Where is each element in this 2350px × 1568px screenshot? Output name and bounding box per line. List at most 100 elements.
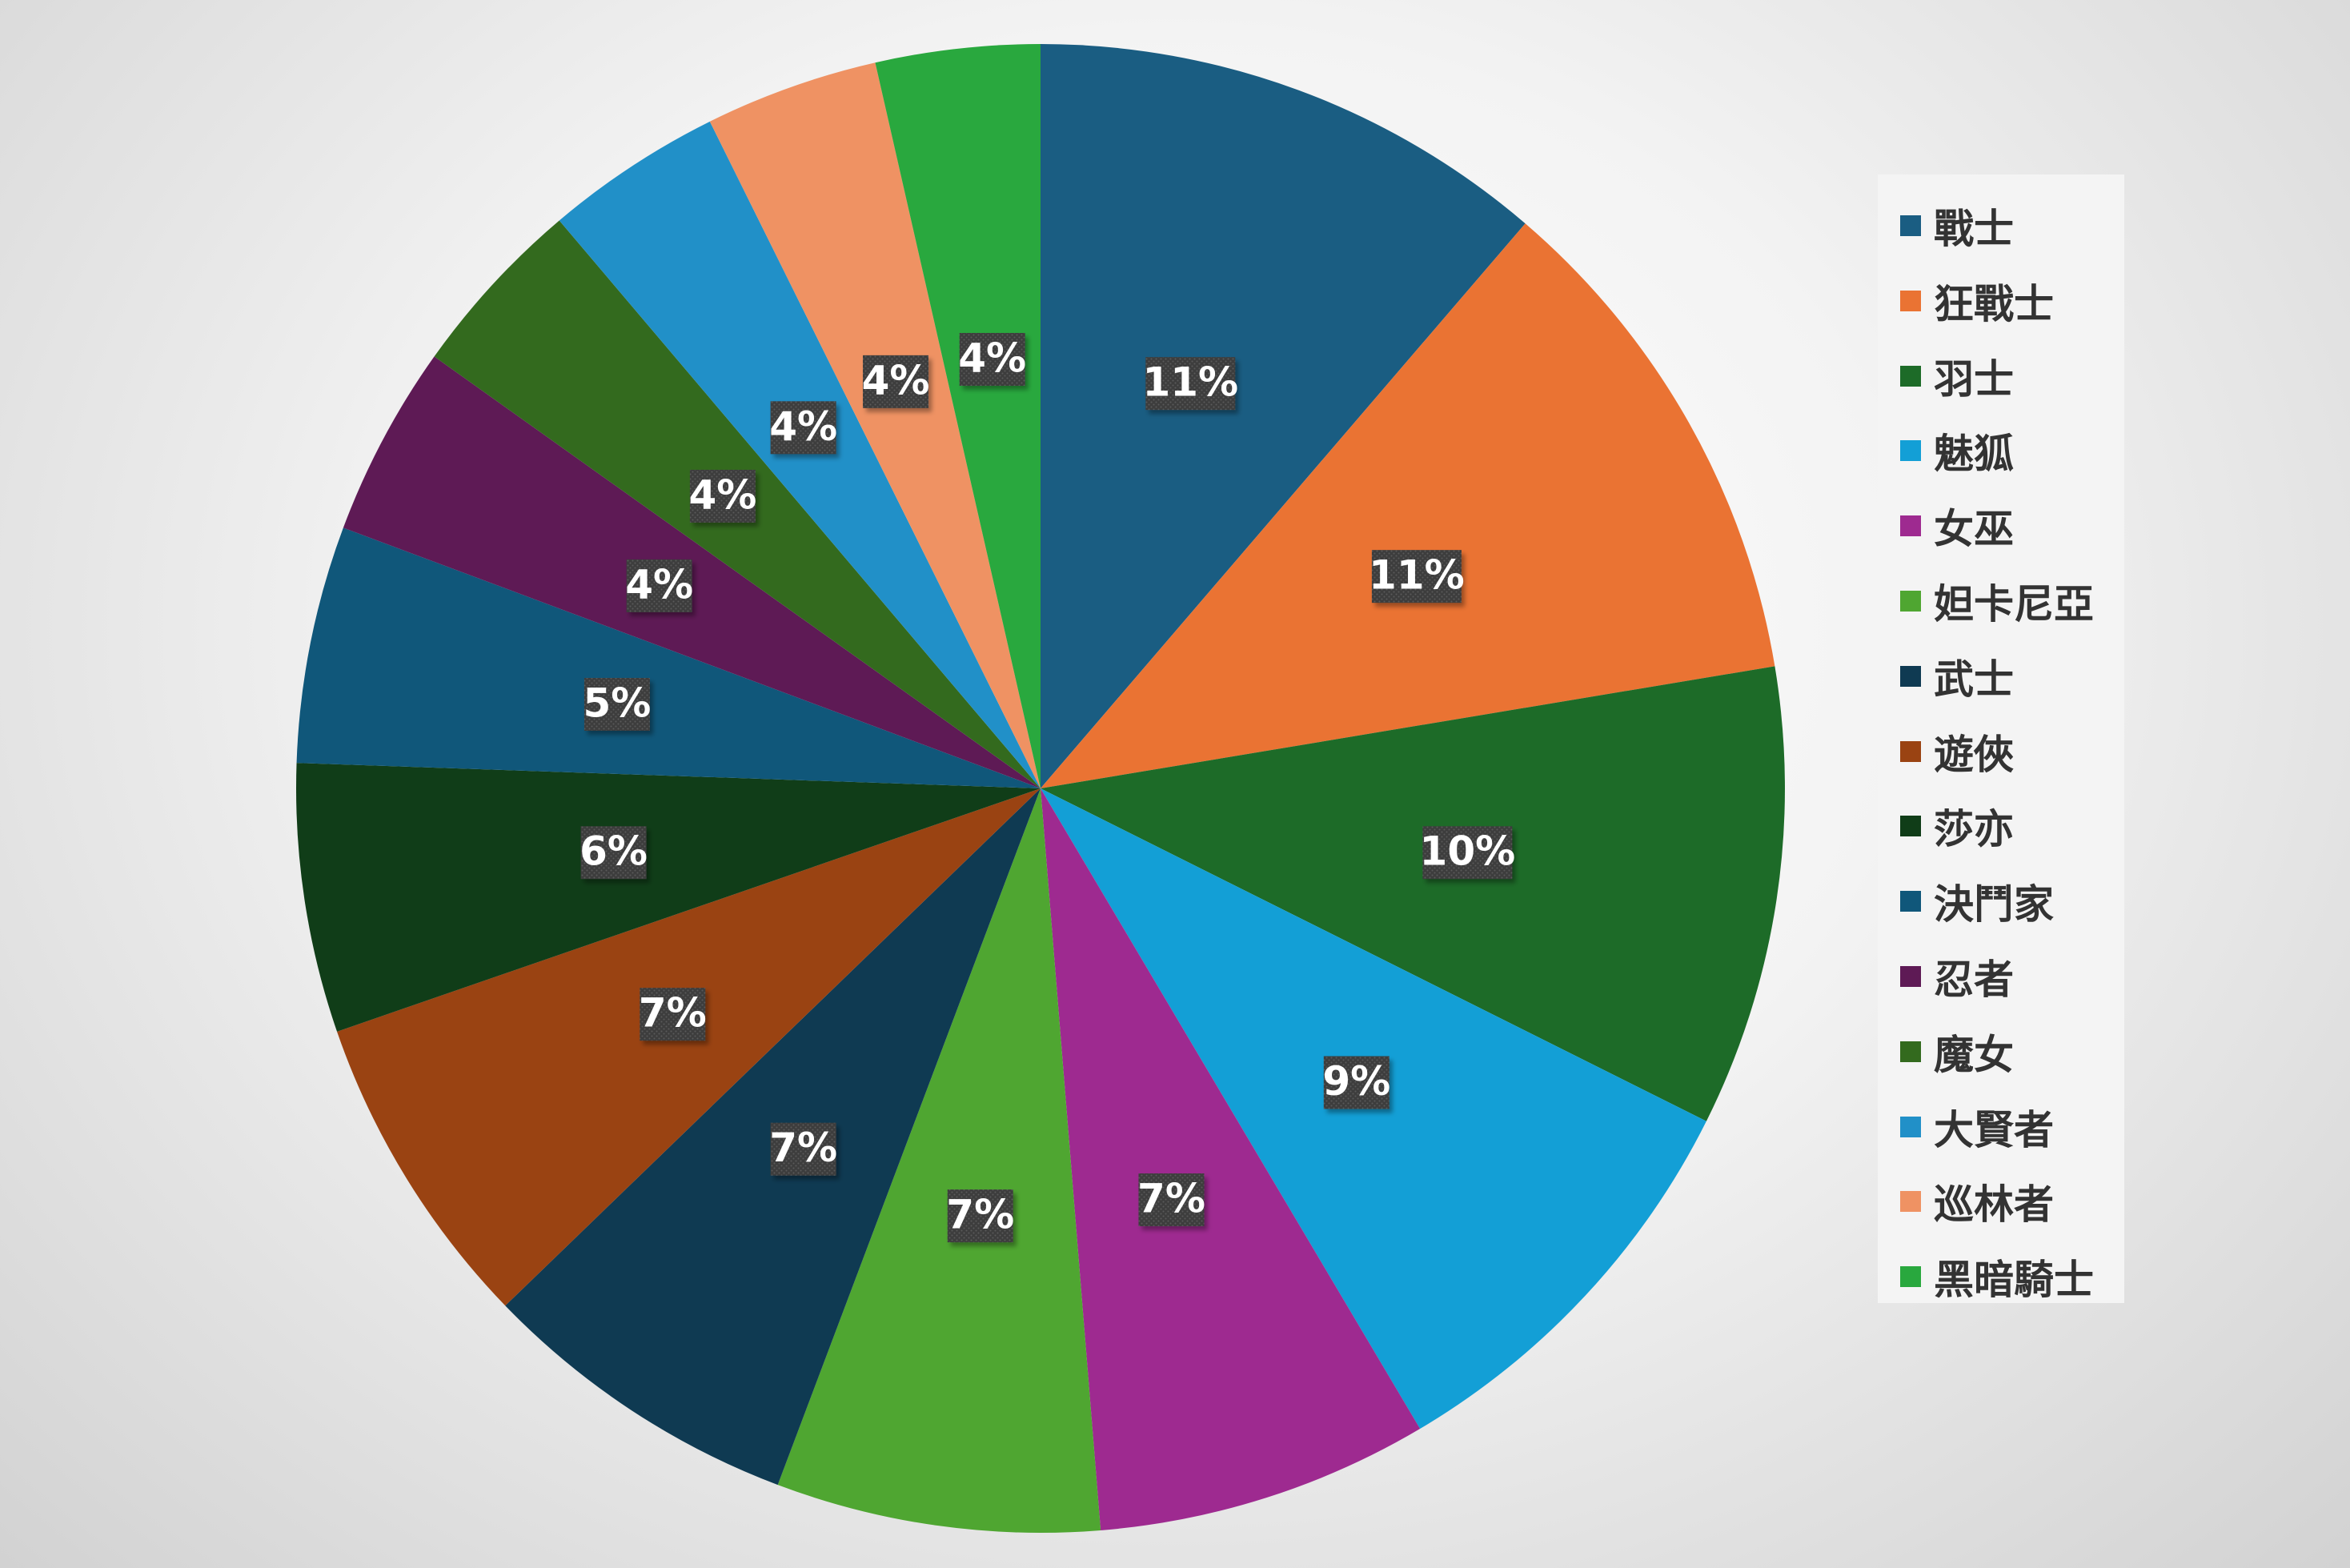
legend-swatch bbox=[1900, 290, 1921, 311]
data-label-box bbox=[583, 677, 650, 731]
data-label-text: 4% bbox=[625, 561, 693, 608]
data-label: 7% bbox=[946, 1189, 1014, 1243]
legend-item: 決鬥家 bbox=[1900, 877, 2054, 928]
legend-label: 戰士 bbox=[1934, 206, 2014, 252]
pie-slice bbox=[777, 788, 1101, 1533]
legend-item: 黑暗騎士 bbox=[1900, 1253, 2094, 1303]
data-label-box bbox=[770, 401, 836, 455]
data-label-box bbox=[947, 1189, 1013, 1243]
data-label-text: 7% bbox=[946, 1192, 1014, 1238]
legend-item: 武士 bbox=[1900, 652, 2014, 703]
legend-swatch bbox=[1900, 591, 1921, 612]
legend-swatch bbox=[1900, 966, 1921, 987]
legend: 戰士狂戰士羽士魅狐女巫妲卡尼亞武士遊俠莎亦決鬥家忍者魔女大賢者巡林者黑暗騎士 bbox=[1878, 174, 2124, 1303]
legend-label: 武士 bbox=[1934, 656, 2014, 703]
pie-slice bbox=[1041, 788, 1421, 1530]
pie-slices bbox=[296, 44, 1785, 1533]
data-label-box bbox=[1323, 1056, 1390, 1109]
pie-slice bbox=[875, 44, 1041, 788]
pie-slice bbox=[296, 763, 1041, 1032]
legend-swatch bbox=[1900, 1116, 1921, 1137]
legend-label: 魅狐 bbox=[1934, 431, 2014, 478]
data-label: 4% bbox=[688, 469, 756, 523]
data-label: 4% bbox=[958, 332, 1026, 386]
data-label-box bbox=[1371, 550, 1462, 604]
pie-slice bbox=[296, 527, 1041, 788]
data-label: 4% bbox=[862, 355, 930, 408]
data-label-box bbox=[626, 559, 692, 612]
pie-slice bbox=[709, 62, 1041, 789]
legend-label: 狂戰士 bbox=[1934, 280, 2054, 327]
data-label-box bbox=[1138, 1173, 1205, 1227]
data-label-text: 6% bbox=[579, 828, 648, 875]
data-label-text: 11% bbox=[1369, 552, 1465, 599]
data-label: 10% bbox=[1420, 826, 1516, 880]
data-label: 9% bbox=[1322, 1056, 1390, 1109]
data-label-text: 5% bbox=[583, 680, 651, 726]
data-label: 6% bbox=[579, 826, 648, 880]
legend-item: 女巫 bbox=[1900, 502, 2014, 552]
legend-swatch bbox=[1900, 215, 1921, 236]
legend-label: 魔女 bbox=[1934, 1031, 2014, 1078]
legend-item: 莎亦 bbox=[1900, 802, 2014, 852]
legend-label: 莎亦 bbox=[1934, 806, 2014, 853]
data-label-box bbox=[1145, 357, 1236, 411]
data-label-text: 11% bbox=[1142, 359, 1238, 406]
data-label-text: 4% bbox=[688, 471, 756, 518]
data-label-text: 4% bbox=[769, 403, 837, 450]
data-label: 4% bbox=[625, 559, 693, 612]
legend-swatch bbox=[1900, 515, 1921, 537]
data-label: 7% bbox=[639, 988, 707, 1041]
legend-label: 黑暗騎士 bbox=[1934, 1257, 2094, 1304]
legend-item: 遊俠 bbox=[1900, 728, 2014, 778]
pie-slice bbox=[1041, 223, 1775, 788]
data-label-text: 10% bbox=[1420, 828, 1516, 875]
data-label-text: 7% bbox=[639, 990, 707, 1037]
legend-label: 巡林者 bbox=[1934, 1181, 2054, 1229]
legend-swatch bbox=[1900, 365, 1921, 387]
legend-label: 決鬥家 bbox=[1934, 881, 2054, 928]
data-label-text: 7% bbox=[769, 1125, 837, 1171]
data-label-box bbox=[640, 988, 706, 1041]
legend-label: 遊俠 bbox=[1934, 731, 2014, 778]
data-label: 5% bbox=[583, 677, 651, 731]
legend-label: 羽士 bbox=[1934, 355, 2014, 403]
data-label-text: 4% bbox=[958, 335, 1026, 381]
data-label-text: 4% bbox=[862, 357, 930, 403]
data-label-box bbox=[863, 355, 929, 408]
pie-slice bbox=[559, 121, 1041, 788]
legend-item: 魔女 bbox=[1900, 1028, 2014, 1078]
legend-item: 妲卡尼亞 bbox=[1900, 577, 2094, 628]
legend-item: 忍者 bbox=[1900, 952, 2014, 1003]
legend-item: 狂戰士 bbox=[1900, 277, 2054, 327]
legend-swatch bbox=[1900, 1041, 1921, 1062]
legend-label: 女巫 bbox=[1934, 506, 2014, 553]
data-label-box bbox=[1422, 826, 1513, 880]
legend-label: 忍者 bbox=[1934, 956, 2014, 1003]
data-label: 11% bbox=[1142, 357, 1238, 411]
legend-item: 大賢者 bbox=[1900, 1103, 2054, 1153]
data-label-box bbox=[959, 332, 1025, 386]
legend-item: 羽士 bbox=[1900, 352, 2014, 403]
legend-label: 大賢者 bbox=[1934, 1106, 2054, 1153]
legend-swatch bbox=[1900, 665, 1921, 687]
legend-swatch bbox=[1900, 1266, 1921, 1288]
pie-slice bbox=[1041, 666, 1785, 1121]
data-label: 7% bbox=[769, 1122, 837, 1176]
data-label: 11% bbox=[1369, 550, 1465, 604]
data-label-box bbox=[580, 826, 647, 880]
legend-swatch bbox=[1900, 891, 1921, 912]
legend-swatch bbox=[1900, 740, 1921, 762]
data-label: 4% bbox=[769, 401, 837, 455]
legend-swatch bbox=[1900, 440, 1921, 462]
legend-label: 妲卡尼亞 bbox=[1934, 581, 2094, 628]
data-label-text: 9% bbox=[1322, 1058, 1390, 1105]
data-labels: 11% 11% 10% 9% 7% 7% 7% 7% 6% 5% 4% 4% 4% 4% 4% bbox=[579, 332, 1516, 1243]
data-label-text: 7% bbox=[1137, 1176, 1205, 1222]
legend-swatch bbox=[1900, 816, 1921, 837]
legend-swatch bbox=[1900, 1191, 1921, 1213]
data-label-box bbox=[770, 1122, 836, 1176]
pie-slice bbox=[1041, 44, 1526, 788]
legend-item: 魅狐 bbox=[1900, 427, 2014, 477]
